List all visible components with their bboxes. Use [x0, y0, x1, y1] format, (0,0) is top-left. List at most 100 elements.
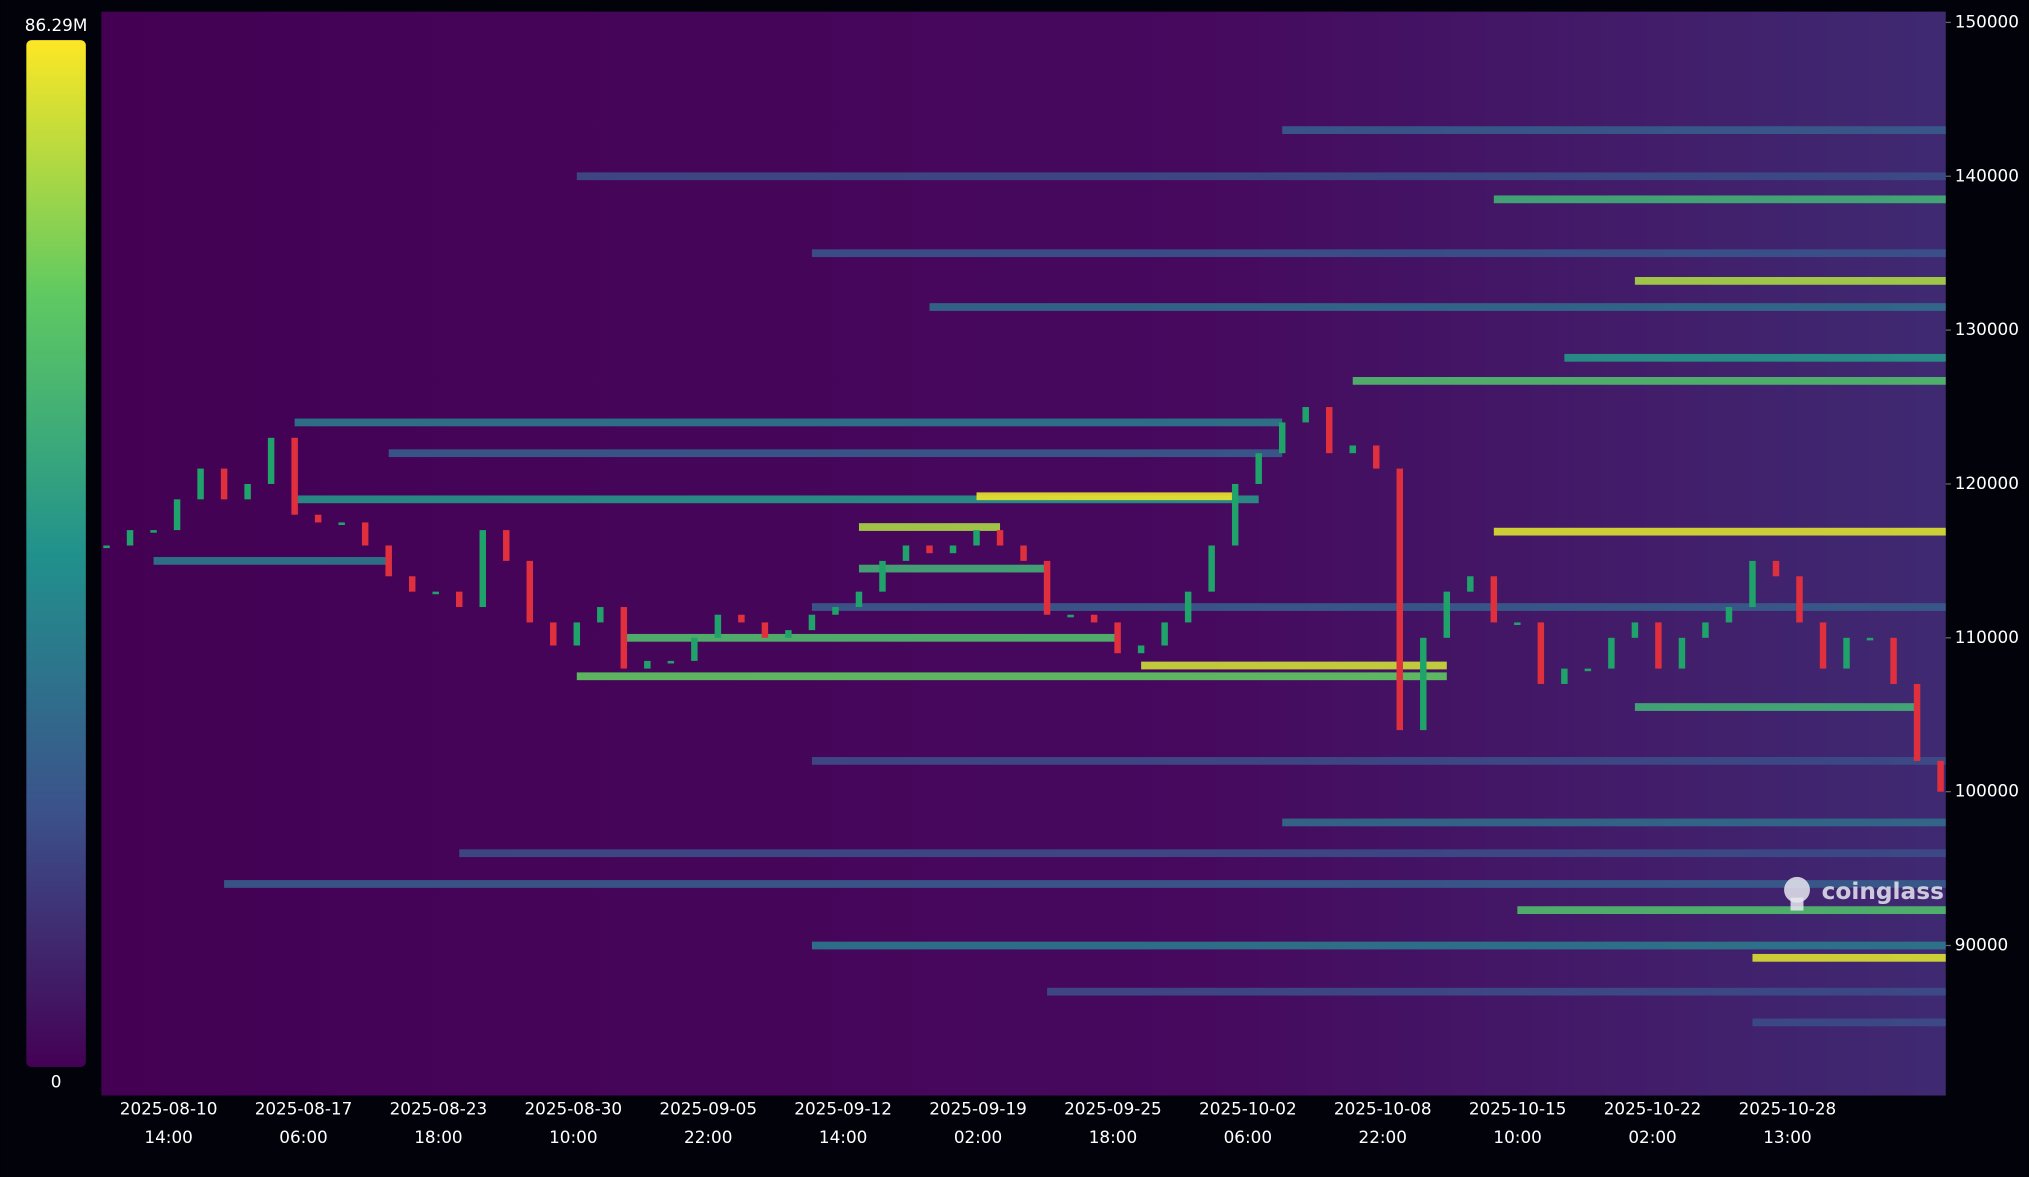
price-candle — [1749, 560, 1756, 608]
y-tick-label: 110000 — [1955, 627, 2019, 647]
watermark-text: coinglass — [1822, 878, 1944, 905]
price-candle — [808, 614, 816, 631]
price-candle — [408, 576, 416, 592]
price-candle — [1231, 483, 1239, 546]
liquidity-band — [1752, 953, 1946, 962]
liquidity-band — [811, 603, 1946, 611]
liquidity-band — [459, 849, 1946, 858]
price-candle — [1137, 645, 1145, 654]
liquidity-band — [388, 449, 1283, 458]
price-candle — [1890, 637, 1897, 684]
x-tick-time: 06:00 — [1224, 1127, 1272, 1147]
liquidity-band — [811, 941, 1946, 950]
x-tick-date: 2025-09-05 — [659, 1099, 757, 1119]
x-tick-date: 2025-08-10 — [120, 1099, 218, 1119]
x-tick-time: 22:00 — [684, 1127, 732, 1147]
price-candle — [103, 545, 110, 549]
price-candle — [1208, 545, 1215, 592]
colorbar-min-label: 0 — [51, 1072, 62, 1092]
price-candle — [1467, 576, 1474, 592]
liquidity-band — [1493, 527, 1946, 536]
price-candle — [1819, 622, 1827, 669]
x-tick-time: 02:00 — [1628, 1127, 1676, 1147]
liquidity-band — [576, 672, 1447, 681]
price-candle — [785, 630, 792, 638]
y-tick-label: 120000 — [1955, 473, 2019, 493]
price-candle — [1514, 622, 1521, 626]
liquidity-band — [1564, 353, 1946, 362]
liquidity-band — [294, 418, 1283, 427]
liquidity-band — [1634, 703, 1918, 711]
price-candle — [1184, 591, 1192, 623]
price-candle — [1537, 622, 1545, 684]
price-candle — [1255, 453, 1262, 484]
price-candle — [1584, 668, 1592, 672]
price-candle — [573, 622, 581, 646]
price-candle — [126, 530, 134, 546]
liquidity-band — [1282, 126, 1946, 134]
liquidity-band — [1493, 195, 1946, 204]
price-candle — [1772, 560, 1780, 577]
price-candle — [385, 545, 392, 577]
price-candle — [1843, 637, 1850, 669]
liquidity-band — [811, 757, 1946, 765]
x-tick-date: 2025-09-25 — [1064, 1099, 1162, 1119]
liquidity-band — [1752, 1018, 1946, 1027]
x-tick-date: 2025-10-22 — [1604, 1099, 1702, 1119]
price-candle — [597, 607, 604, 623]
price-candle — [267, 437, 275, 484]
price-candle — [902, 545, 910, 561]
price-candle — [714, 614, 722, 638]
price-candle — [197, 468, 204, 500]
price-candle — [1302, 407, 1309, 423]
price-candle — [338, 522, 345, 526]
x-tick-date: 2025-10-02 — [1199, 1099, 1297, 1119]
x-tick-date: 2025-10-28 — [1739, 1099, 1837, 1119]
price-candle — [855, 591, 863, 608]
price-candle — [244, 483, 251, 500]
price-candle — [1608, 637, 1615, 669]
price-candle — [1937, 760, 1944, 792]
liquidity-band — [858, 523, 1001, 531]
x-tick-date: 2025-10-15 — [1469, 1099, 1567, 1119]
liquidity-band — [858, 564, 1048, 573]
price-candle — [832, 607, 839, 615]
price-candle — [644, 660, 651, 669]
price-candle — [291, 437, 298, 515]
x-tick-date: 2025-10-08 — [1334, 1099, 1432, 1119]
price-candle — [150, 530, 157, 533]
price-candle — [1090, 614, 1098, 623]
y-tick-label: 100000 — [1955, 781, 2019, 801]
price-candle — [1561, 668, 1568, 684]
liquidity-band — [576, 172, 1946, 181]
liquidity-band — [1352, 377, 1946, 385]
price-candle — [550, 622, 557, 646]
price-candle — [1349, 445, 1356, 454]
price-candle — [432, 591, 439, 595]
price-candle — [1020, 545, 1027, 561]
price-candle — [761, 622, 769, 638]
price-candle — [1420, 637, 1427, 731]
price-candle — [973, 530, 980, 546]
price-candle — [1278, 422, 1286, 454]
liquidity-band — [1141, 661, 1447, 670]
y-tick-label: 90000 — [1955, 935, 2008, 955]
x-tick-time: 18:00 — [1089, 1127, 1137, 1147]
price-candle — [926, 545, 933, 554]
liquidity-band — [976, 492, 1236, 501]
liquidity-band — [153, 557, 389, 565]
x-tick-date: 2025-08-17 — [255, 1099, 353, 1119]
x-tick-date: 2025-09-19 — [929, 1099, 1027, 1119]
price-candle — [1678, 637, 1686, 669]
price-candle — [314, 514, 322, 523]
y-tick-label: 150000 — [1955, 11, 2019, 31]
price-candle — [996, 530, 1004, 546]
watermark: coinglass — [1784, 876, 1944, 911]
price-candle — [1702, 622, 1709, 638]
x-tick-date: 2025-09-12 — [794, 1099, 892, 1119]
x-tick-date: 2025-08-30 — [525, 1099, 623, 1119]
price-candle — [620, 607, 628, 669]
price-candle — [1161, 622, 1168, 646]
price-candle — [503, 530, 510, 561]
